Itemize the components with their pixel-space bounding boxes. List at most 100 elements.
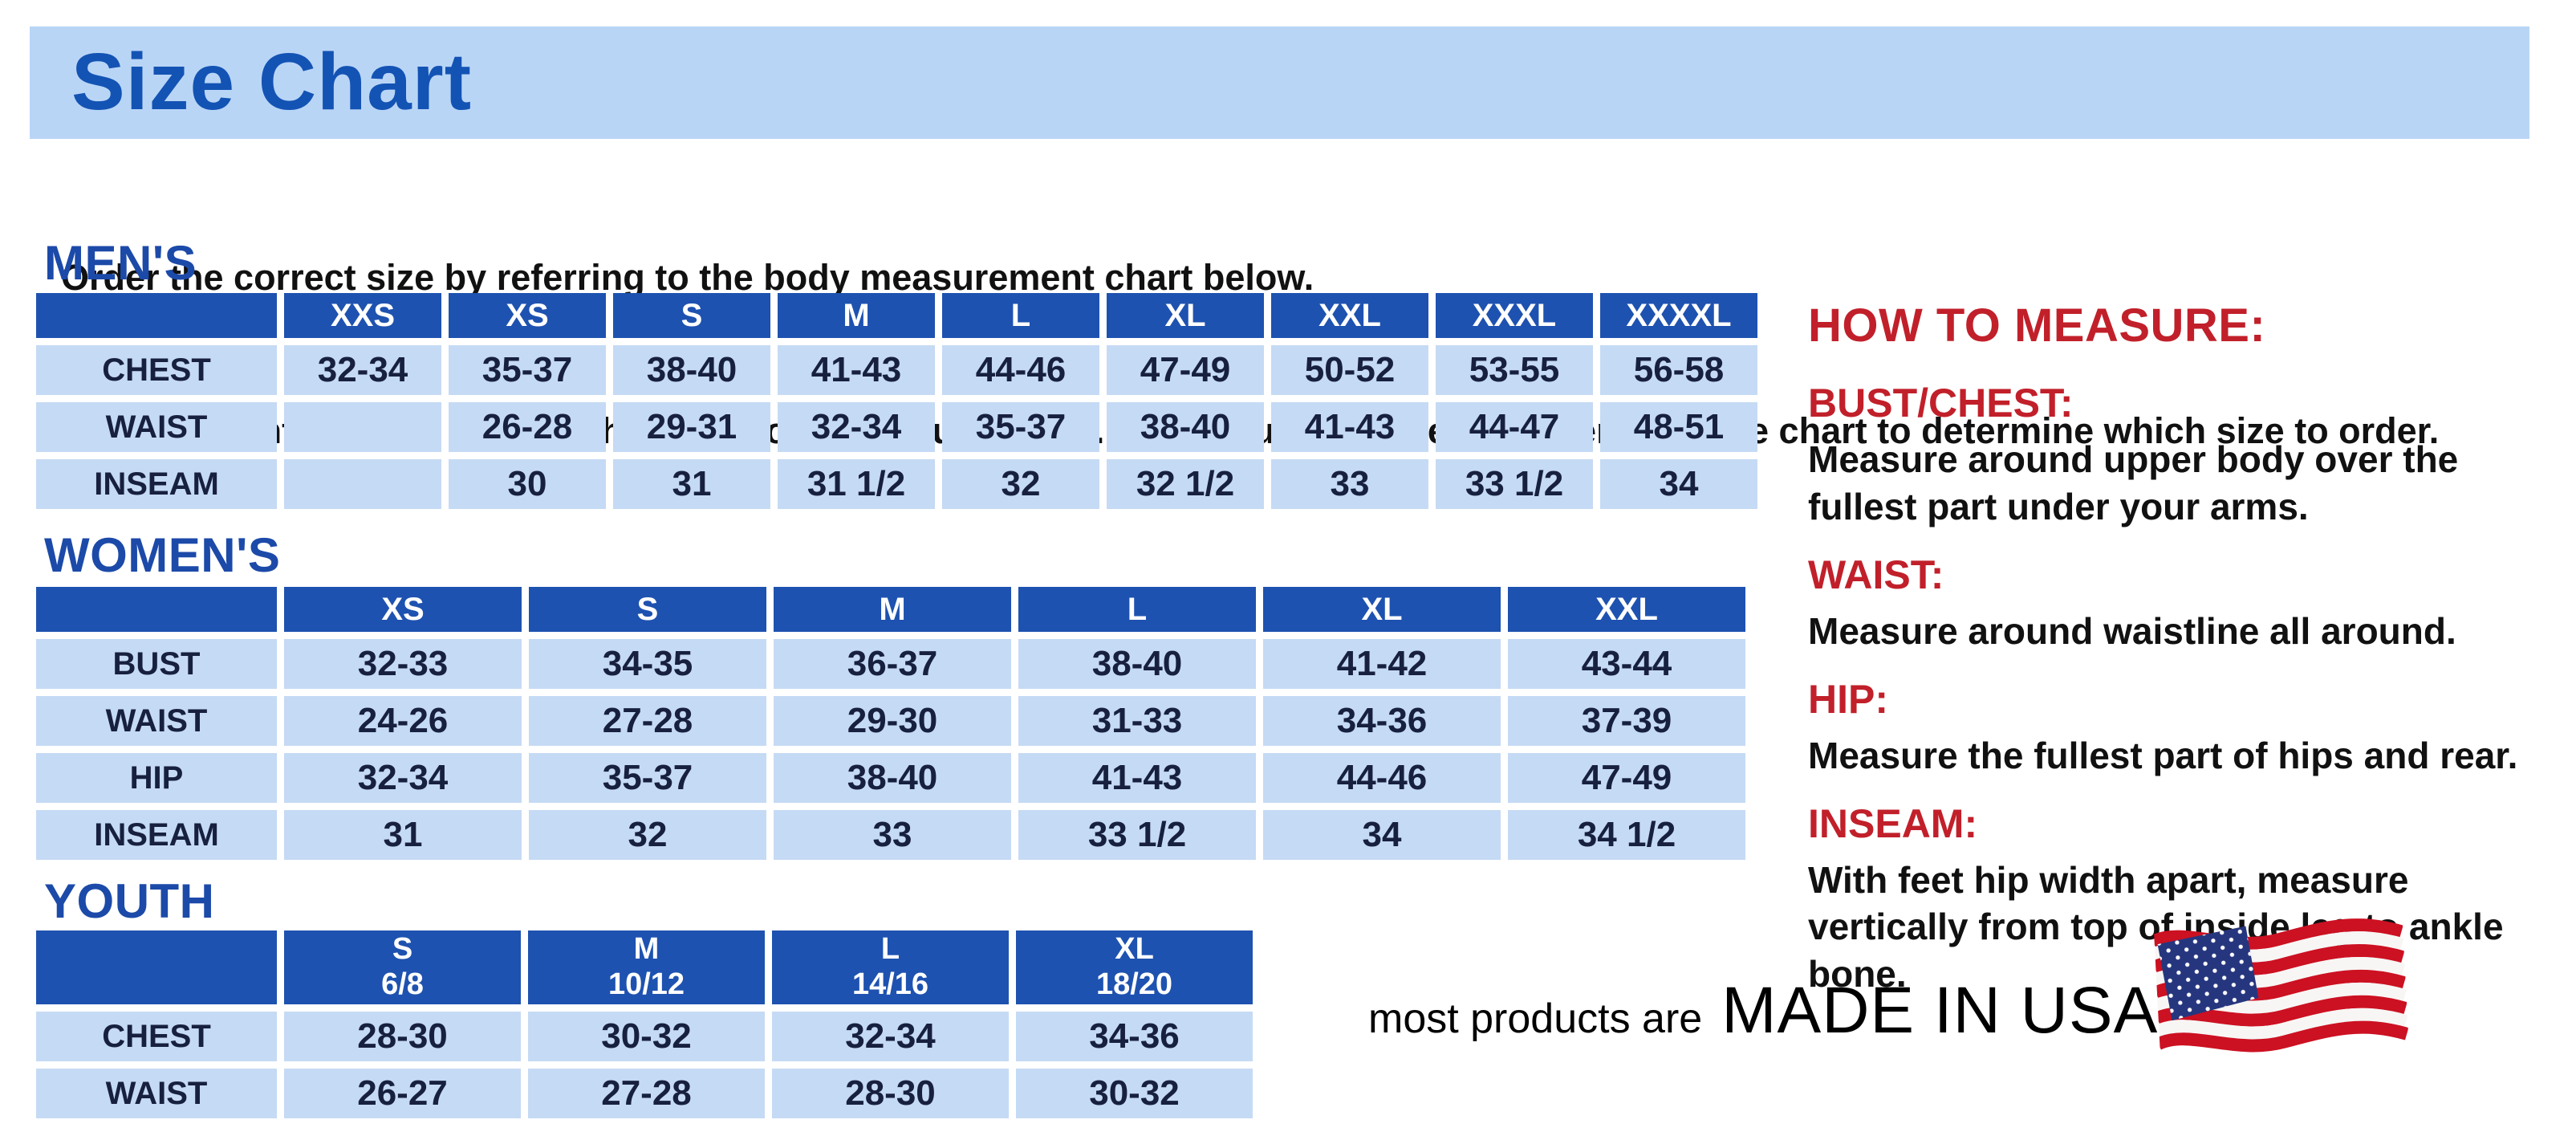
made-in-usa-text: MADE IN USA <box>1721 974 2159 1047</box>
header-row: XXS XS S M L XL XXL XXXL XXXXL <box>36 293 1757 338</box>
made-in-usa-line: most products are MADE IN USA <box>1368 973 2158 1049</box>
value-cell: 35-37 <box>449 345 606 395</box>
column-header: M <box>774 587 1011 632</box>
measure-item-text: Measure around waistline all around. <box>1808 609 2456 652</box>
value-cell <box>284 402 441 452</box>
column-header: M <box>778 293 935 338</box>
corner-cell <box>36 930 277 1004</box>
measure-item: WAIST: Measure around waistline all aroun… <box>1808 552 2554 655</box>
title-banner: Size Chart <box>30 26 2529 139</box>
row-label: CHEST <box>36 345 277 395</box>
row-label: BUST <box>36 639 277 689</box>
value-cell: 43-44 <box>1508 639 1745 689</box>
value-cell: 34 1/2 <box>1508 810 1745 860</box>
column-header: XXL <box>1271 293 1428 338</box>
value-cell: 41-43 <box>1271 402 1428 452</box>
value-cell: 38-40 <box>1107 402 1264 452</box>
table-row: WAIST 26-28 29-31 32-34 35-37 38-40 41-43 44-47… <box>36 402 1757 452</box>
how-to-measure-list: BUST/CHEST: Measure around upper body ove… <box>1808 380 2554 998</box>
row-label: CHEST <box>36 1012 277 1061</box>
value-cell: 36-37 <box>774 639 1011 689</box>
value-cell: 32 1/2 <box>1107 459 1264 509</box>
column-header: XXXXL <box>1600 293 1757 338</box>
value-cell: 38-40 <box>774 753 1011 803</box>
column-header: XXXL <box>1436 293 1593 338</box>
value-cell: 44-47 <box>1436 402 1593 452</box>
value-cell: 33 1/2 <box>1436 459 1593 509</box>
header-row: S 6/8 M 10/12 L 14/16 XL 18/20 <box>36 930 1253 1004</box>
value-cell: 35-37 <box>529 753 766 803</box>
value-cell: 32-33 <box>284 639 522 689</box>
column-header: XXL <box>1508 587 1745 632</box>
value-cell: 30 <box>449 459 606 509</box>
value-cell: 37-39 <box>1508 696 1745 746</box>
value-cell: 33 <box>1271 459 1428 509</box>
value-cell: 41-43 <box>1018 753 1256 803</box>
measure-item-label: BUST/CHEST: <box>1808 381 2074 426</box>
value-cell: 41-42 <box>1263 639 1501 689</box>
mens-section-heading: MEN'S <box>44 236 197 290</box>
womens-section-heading: WOMEN'S <box>44 528 281 582</box>
how-to-measure-title: HOW TO MEASURE: <box>1808 299 2266 352</box>
row-label: WAIST <box>36 1069 277 1118</box>
value-cell: 32 <box>942 459 1099 509</box>
value-cell: 44-46 <box>942 345 1099 395</box>
value-cell: 26-28 <box>449 402 606 452</box>
table-row: INSEAM 30 31 31 1/2 32 32 1/2 33 33 1/2 34 <box>36 459 1757 509</box>
value-cell: 32-34 <box>284 345 441 395</box>
value-cell: 34 <box>1600 459 1757 509</box>
value-cell: 34 <box>1263 810 1501 860</box>
value-cell: 53-55 <box>1436 345 1593 395</box>
measure-item: HIP: Measure the fullest part of hips and… <box>1808 676 2554 780</box>
value-cell: 34-35 <box>529 639 766 689</box>
intro-line-1: Order the correct size by referring to t… <box>61 256 1314 298</box>
made-in-usa-prefix: most products are <box>1368 996 1703 1042</box>
row-label: INSEAM <box>36 810 277 860</box>
column-header: L <box>942 293 1099 338</box>
table-row: INSEAM 31 32 33 33 1/2 34 34 1/2 <box>36 810 1745 860</box>
value-cell: 28-30 <box>284 1012 521 1061</box>
page-title: Size Chart <box>71 37 473 127</box>
value-cell: 26-27 <box>284 1069 521 1118</box>
value-cell: 38-40 <box>613 345 770 395</box>
column-header: S 6/8 <box>284 930 521 1004</box>
value-cell: 31 <box>613 459 770 509</box>
value-cell: 27-28 <box>528 1069 765 1118</box>
table-row: WAIST 24-26 27-28 29-30 31-33 34-36 37-39 <box>36 696 1745 746</box>
value-cell: 24-26 <box>284 696 522 746</box>
column-header: S <box>613 293 770 338</box>
value-cell: 50-52 <box>1271 345 1428 395</box>
column-header: XS <box>449 293 606 338</box>
row-label: HIP <box>36 753 277 803</box>
youth-size-table: S 6/8 M 10/12 L 14/16 XL 18/20 CHEST 28-30 30-… <box>29 923 1260 1126</box>
value-cell: 28-30 <box>772 1069 1009 1118</box>
value-cell: 32-34 <box>772 1012 1009 1061</box>
value-cell: 32-34 <box>778 402 935 452</box>
value-cell: 34-36 <box>1016 1012 1253 1061</box>
value-cell: 31-33 <box>1018 696 1256 746</box>
value-cell: 31 1/2 <box>778 459 935 509</box>
value-cell: 56-58 <box>1600 345 1757 395</box>
us-flag-icon <box>2152 899 2411 1081</box>
value-cell: 35-37 <box>942 402 1099 452</box>
value-cell: 48-51 <box>1600 402 1757 452</box>
column-header: XXS <box>284 293 441 338</box>
column-header: XL 18/20 <box>1016 930 1253 1004</box>
value-cell: 32-34 <box>284 753 522 803</box>
header-row: XS S M L XL XXL <box>36 587 1745 632</box>
column-header: L 14/16 <box>772 930 1009 1004</box>
youth-section-heading: YOUTH <box>44 874 215 928</box>
column-header: M 10/12 <box>528 930 765 1004</box>
measure-item-text: Measure the fullest part of hips and rea… <box>1808 734 2518 776</box>
value-cell: 30-32 <box>528 1012 765 1061</box>
value-cell: 33 <box>774 810 1011 860</box>
row-label: INSEAM <box>36 459 277 509</box>
column-header: XL <box>1263 587 1501 632</box>
row-label: WAIST <box>36 696 277 746</box>
table-row: BUST 32-33 34-35 36-37 38-40 41-42 43-44 <box>36 639 1745 689</box>
corner-cell <box>36 293 277 338</box>
value-cell: 34-36 <box>1263 696 1501 746</box>
womens-size-table: XS S M L XL XXL BUST 32-33 34-35 36-37 38-40 41-42 4… <box>29 580 1753 867</box>
table-row: CHEST 28-30 30-32 32-34 34-36 <box>36 1012 1253 1061</box>
